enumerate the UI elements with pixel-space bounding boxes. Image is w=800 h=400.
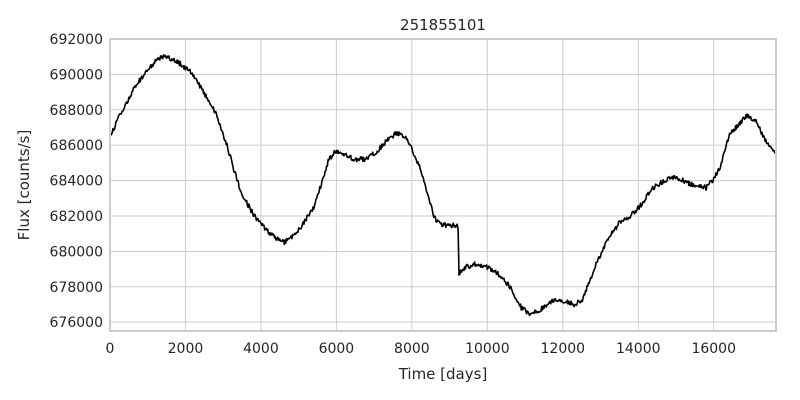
x-tick-label: 4000	[243, 341, 279, 357]
y-tick-label: 684000	[50, 174, 103, 190]
y-tick-label: 688000	[50, 103, 103, 119]
plot-frame	[109, 38, 777, 332]
y-tick-label: 682000	[50, 209, 103, 225]
x-tick-label: 2000	[168, 341, 204, 357]
x-tick-label: 14000	[616, 341, 661, 357]
x-tick-label: 0	[106, 341, 115, 357]
y-tick-label: 678000	[50, 280, 103, 296]
y-tick-labels: 676000 678000 680000 682000 684000 686000 6880…	[50, 32, 103, 331]
flux-series-line	[109, 54, 777, 317]
x-tick-label: 16000	[691, 341, 736, 357]
series-layer	[109, 54, 777, 317]
y-axis-label: Flux [counts/s]	[15, 130, 33, 241]
x-tick-label: 8000	[394, 341, 430, 357]
x-tick-label: 12000	[541, 341, 586, 357]
x-tick-labels: 0 2000 4000 6000 8000 10000 12000 14000 16000	[106, 341, 736, 357]
x-tick-label: 10000	[465, 341, 510, 357]
y-tick-label: 680000	[50, 244, 103, 260]
x-axis-label: Time [days]	[398, 365, 488, 383]
y-tick-label: 686000	[50, 138, 103, 154]
chart-title: 251855101	[400, 16, 486, 34]
x-tick-label: 6000	[319, 341, 355, 357]
y-tick-label: 676000	[50, 315, 103, 331]
grid-lines	[109, 38, 776, 331]
y-tick-label: 690000	[50, 67, 103, 83]
y-tick-label: 692000	[50, 32, 103, 48]
